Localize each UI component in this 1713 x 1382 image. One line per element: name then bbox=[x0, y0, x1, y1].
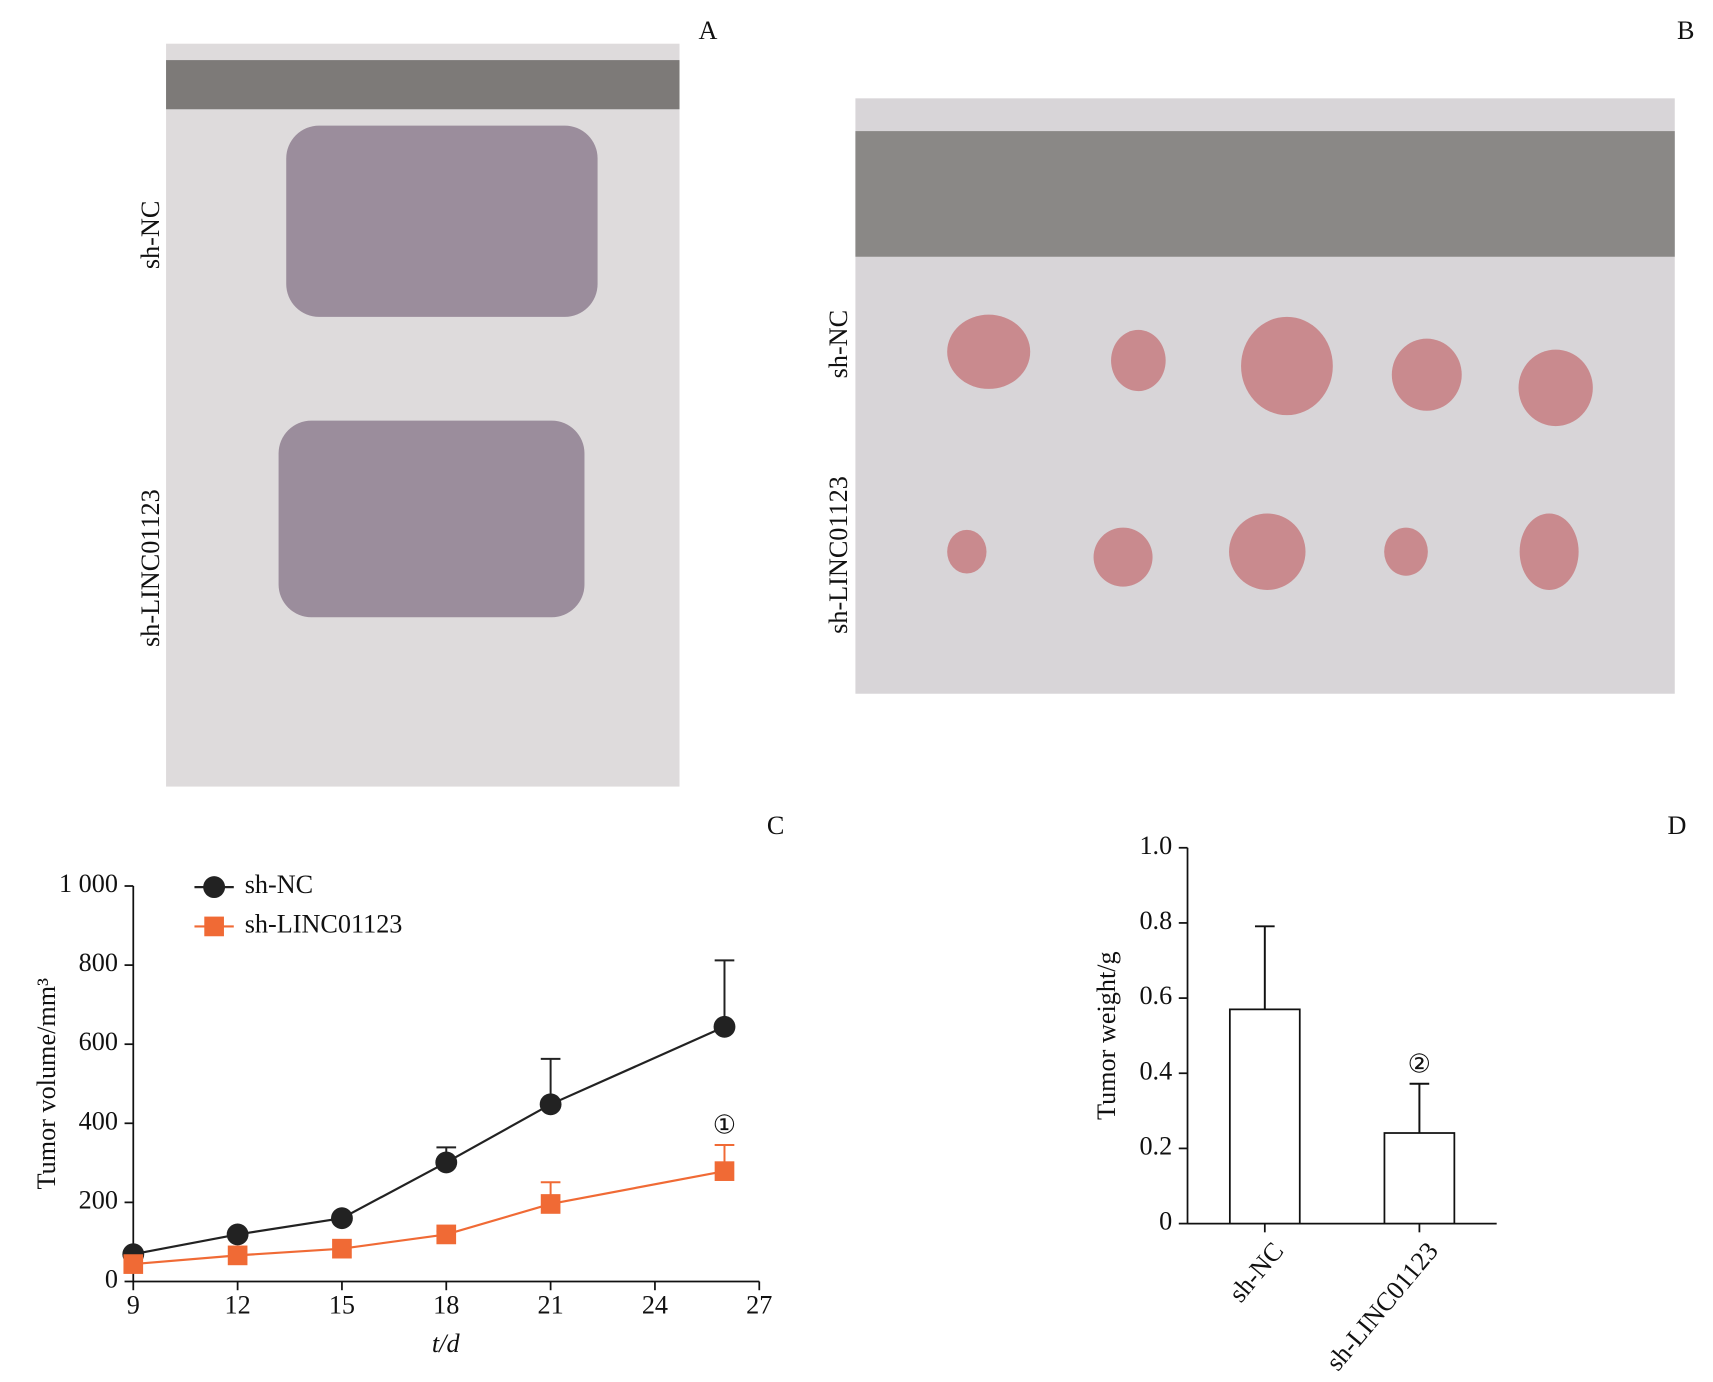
legend-marker bbox=[203, 876, 226, 899]
series-line bbox=[133, 1025, 725, 1256]
x-tick-label: 21 bbox=[538, 1291, 564, 1320]
y-tick-label: 0 bbox=[105, 1264, 118, 1293]
marker bbox=[123, 1254, 144, 1274]
marker bbox=[436, 1224, 457, 1245]
marker bbox=[713, 1015, 736, 1038]
y-tick-label: 0.4 bbox=[1139, 1056, 1172, 1085]
panel-label: B bbox=[1677, 16, 1694, 45]
y-tick-label: 0 bbox=[1159, 1207, 1172, 1236]
x-tick-label: 15 bbox=[329, 1291, 355, 1320]
group-label: sh-NC bbox=[824, 310, 853, 378]
bar bbox=[1383, 1132, 1456, 1225]
mice-group bbox=[286, 125, 598, 317]
ruler bbox=[855, 131, 1675, 257]
x-tick-label: 12 bbox=[225, 1291, 251, 1320]
group-label: sh-LINC01123 bbox=[136, 489, 165, 647]
y-tick-label: 0.8 bbox=[1139, 906, 1172, 935]
x-tick-label: sh-LINC01123 bbox=[1320, 1237, 1444, 1376]
y-axis-label: Tumor volume/mm³ bbox=[32, 978, 61, 1190]
x-tick-label: 9 bbox=[127, 1291, 140, 1320]
error-bar bbox=[1254, 925, 1275, 1010]
bar bbox=[1228, 1008, 1301, 1225]
annotation: ② bbox=[1408, 1049, 1432, 1078]
error-bar bbox=[1409, 1082, 1430, 1134]
x-tick-label: 18 bbox=[433, 1291, 459, 1320]
panel-label: A bbox=[698, 16, 717, 45]
photo-mice bbox=[166, 43, 680, 787]
panel-label: C bbox=[767, 811, 784, 840]
y-axis-label: Tumor weight/g bbox=[1092, 951, 1121, 1120]
panel-label: D bbox=[1667, 811, 1686, 840]
mice-group bbox=[278, 420, 585, 618]
legend-label: sh-NC bbox=[245, 870, 313, 899]
marker bbox=[714, 1161, 735, 1181]
marker bbox=[332, 1238, 352, 1259]
x-tick-label: 27 bbox=[746, 1291, 772, 1320]
y-tick-label: 800 bbox=[79, 948, 118, 977]
x-tick-label: 24 bbox=[642, 1291, 668, 1320]
legend-marker bbox=[204, 916, 224, 937]
tumors bbox=[947, 314, 1593, 590]
y-tick-label: 0.2 bbox=[1139, 1131, 1172, 1160]
group-label: sh-LINC01123 bbox=[824, 476, 853, 634]
ruler bbox=[166, 60, 680, 110]
series-line bbox=[133, 1170, 725, 1266]
y-tick-label: 0.6 bbox=[1139, 981, 1172, 1010]
group-label: sh-NC bbox=[136, 201, 165, 269]
photo-tumors bbox=[855, 98, 1675, 694]
marker bbox=[540, 1194, 561, 1214]
marker bbox=[331, 1207, 353, 1230]
marker bbox=[227, 1245, 248, 1266]
y-tick-label: 1.0 bbox=[1139, 831, 1172, 860]
y-tick-label: 400 bbox=[79, 1106, 118, 1135]
marker bbox=[226, 1223, 249, 1246]
y-tick-label: 600 bbox=[79, 1027, 118, 1056]
marker bbox=[539, 1093, 562, 1116]
marker bbox=[435, 1151, 458, 1174]
annotation: ① bbox=[713, 1111, 737, 1140]
error-bar bbox=[714, 959, 735, 1027]
x-tick-label: sh-NC bbox=[1223, 1237, 1289, 1308]
y-tick-label: 1 000 bbox=[59, 869, 118, 898]
y-tick-label: 200 bbox=[79, 1185, 118, 1214]
legend-label: sh-LINC01123 bbox=[245, 909, 403, 938]
x-axis-label: t/d bbox=[432, 1329, 461, 1358]
